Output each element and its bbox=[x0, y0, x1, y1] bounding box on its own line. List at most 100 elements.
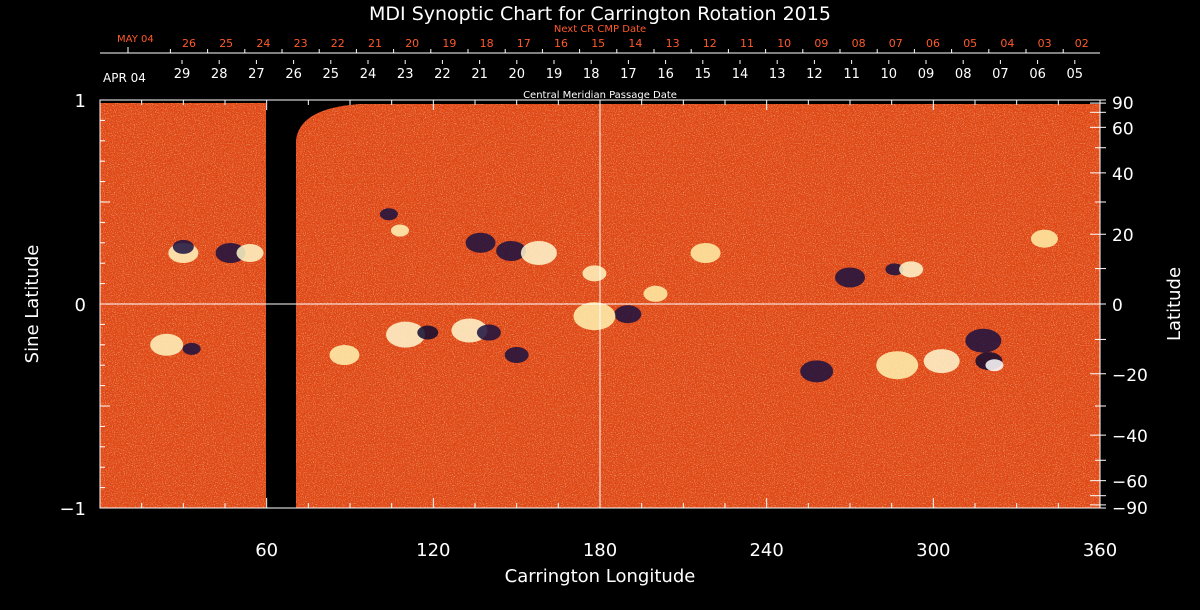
next-cr-date-label: 21 bbox=[368, 37, 382, 50]
cmp-date-label: 18 bbox=[583, 67, 600, 82]
active-region bbox=[985, 359, 1004, 372]
lat-tick-label: −60 bbox=[1112, 473, 1148, 493]
cmp-date-label: 24 bbox=[360, 67, 377, 82]
next-cr-date-label: 19 bbox=[442, 37, 456, 50]
active-region bbox=[899, 261, 924, 278]
cmp-date-label: 23 bbox=[397, 67, 414, 82]
chart-title: MDI Synoptic Chart for Carrington Rotati… bbox=[369, 3, 831, 25]
lat-tick-label: −20 bbox=[1112, 366, 1148, 386]
next-cr-date-label: 22 bbox=[331, 37, 345, 50]
next-cr-axis-title: Next CR CMP Date bbox=[554, 24, 646, 35]
next-cr-date-label: 17 bbox=[517, 37, 531, 50]
next-cr-date-label: 12 bbox=[703, 37, 717, 50]
lat-tick-label: 0 bbox=[1112, 296, 1123, 316]
x-tick-label: 60 bbox=[255, 540, 278, 561]
cmp-date-label: 12 bbox=[806, 67, 823, 82]
cmp-date-label: 22 bbox=[434, 67, 451, 82]
next-cr-start-label: MAY 04 bbox=[117, 34, 154, 45]
lat-tick-label: 40 bbox=[1112, 165, 1134, 185]
active-region bbox=[643, 285, 668, 302]
next-cr-date-label: 11 bbox=[740, 37, 754, 50]
active-region bbox=[391, 224, 409, 237]
next-cr-date-label: 20 bbox=[405, 37, 419, 50]
cmp-date-label: 25 bbox=[323, 67, 340, 82]
next-cr-date-label: 18 bbox=[480, 37, 494, 50]
cmp-date-label: 21 bbox=[471, 67, 488, 82]
x-tick-label: 180 bbox=[583, 540, 617, 561]
active-region bbox=[1030, 229, 1058, 248]
cmp-date-label: 27 bbox=[248, 67, 265, 82]
active-region bbox=[690, 243, 721, 263]
active-region bbox=[885, 263, 904, 276]
active-region bbox=[614, 305, 642, 324]
active-region bbox=[573, 302, 616, 331]
next-cr-date-label: 07 bbox=[889, 37, 903, 50]
active-region bbox=[965, 328, 1002, 353]
next-cr-date-label: 25 bbox=[219, 37, 233, 50]
cmp-date-label: 10 bbox=[881, 67, 898, 82]
next-cr-date-label: 10 bbox=[777, 37, 791, 50]
next-cr-date-label: 14 bbox=[628, 37, 642, 50]
lat-tick-label: 60 bbox=[1112, 119, 1134, 139]
active-region bbox=[182, 342, 201, 355]
x-axis-label: Carrington Longitude bbox=[505, 566, 696, 587]
active-region bbox=[386, 321, 426, 348]
cmp-date-label: 20 bbox=[509, 67, 526, 82]
active-region bbox=[504, 347, 529, 363]
cmp-date-label: 15 bbox=[695, 67, 712, 82]
x-tick-label: 240 bbox=[749, 540, 783, 561]
active-region bbox=[451, 318, 488, 343]
lat-tick-label: 90 bbox=[1112, 94, 1134, 114]
x-tick-label: 120 bbox=[416, 540, 450, 561]
next-cr-date-label: 05 bbox=[963, 37, 977, 50]
active-region bbox=[923, 349, 960, 374]
next-cr-date-label: 15 bbox=[591, 37, 605, 50]
x-tick-label: 360 bbox=[1083, 540, 1117, 561]
cmp-date-label: 07 bbox=[992, 67, 1009, 82]
cmp-date-label: 26 bbox=[285, 67, 302, 82]
next-cr-ticks: 26 25 24 23 22 21 20 19 18 17 16 15 14 13 12 11 10 09 08 07… bbox=[127, 37, 1089, 53]
cmp-date-label: 19 bbox=[546, 67, 563, 82]
cmp-date-label: 08 bbox=[955, 67, 972, 82]
active-region bbox=[876, 351, 919, 380]
lat-tick-label: −40 bbox=[1112, 427, 1148, 447]
next-cr-date-label: 08 bbox=[852, 37, 866, 50]
active-region bbox=[835, 267, 865, 288]
x-tick-label: 300 bbox=[916, 540, 950, 561]
cmp-date-label: 28 bbox=[211, 67, 228, 82]
active-region bbox=[379, 208, 398, 221]
cmp-date-label: 09 bbox=[918, 67, 935, 82]
left-y-axis-label: Sine Latitude bbox=[22, 245, 43, 364]
cmp-date-label: 06 bbox=[1029, 67, 1046, 82]
next-cr-date-label: 16 bbox=[554, 37, 568, 50]
cmp-date-label: 16 bbox=[657, 67, 674, 82]
lat-tick-label: −90 bbox=[1112, 499, 1148, 519]
cmp-date-label: 05 bbox=[1067, 67, 1084, 82]
next-cr-date-label: 09 bbox=[814, 37, 828, 50]
cmp-date-label: 11 bbox=[843, 67, 860, 82]
left-y-ticks: 1 0 −1 bbox=[59, 91, 110, 520]
active-region bbox=[417, 325, 439, 340]
next-cr-date-label: 26 bbox=[182, 37, 196, 50]
active-region bbox=[476, 324, 501, 341]
right-y-axis-label: Latitude bbox=[1164, 267, 1185, 341]
next-cr-date-label: 03 bbox=[1038, 37, 1052, 50]
right-y-ticks: 90 60 40 20 0 −20 −40 −60 −90 bbox=[1090, 94, 1148, 519]
active-region bbox=[215, 243, 246, 263]
cmp-start-label: APR 04 bbox=[103, 71, 146, 85]
active-region bbox=[172, 239, 194, 254]
cmp-date-ticks: 29 28 27 26 25 24 23 22 21 20 19 18 17 16 15 14 13 12 11 10… bbox=[174, 60, 1083, 82]
next-cr-date-label: 24 bbox=[256, 37, 270, 50]
next-cr-date-label: 02 bbox=[1075, 37, 1089, 50]
x-axis-ticks: 60 120 180 240 300 360 bbox=[99, 100, 1117, 561]
polar-mask-top bbox=[296, 100, 1100, 140]
y-tick-label: −1 bbox=[59, 499, 86, 520]
next-cr-date-label: 13 bbox=[666, 37, 680, 50]
y-tick-label: 0 bbox=[75, 295, 86, 316]
cmp-date-label: 29 bbox=[174, 67, 191, 82]
cmp-axis-title: Central Meridian Passage Date bbox=[523, 90, 677, 101]
cmp-date-label: 14 bbox=[732, 67, 749, 82]
next-cr-date-label: 06 bbox=[926, 37, 940, 50]
cmp-date-label: 17 bbox=[620, 67, 637, 82]
